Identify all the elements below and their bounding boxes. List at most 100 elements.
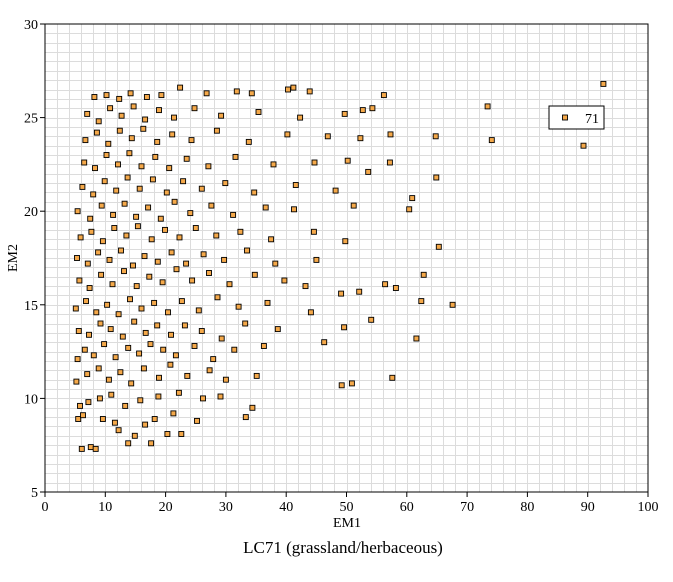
data-point — [131, 432, 138, 439]
data-point — [231, 346, 238, 353]
data-point — [103, 152, 110, 158]
data-point — [157, 215, 164, 222]
data-point — [90, 191, 97, 198]
data-point — [95, 118, 102, 125]
data-point — [205, 163, 212, 170]
data-point — [176, 234, 183, 241]
data-point — [122, 402, 129, 409]
data-point — [87, 215, 94, 222]
data-point — [82, 137, 89, 144]
data-point — [75, 416, 82, 422]
y-tick-label: 30 — [24, 18, 38, 33]
data-point — [321, 339, 328, 346]
data-point — [178, 431, 185, 437]
data-point — [213, 232, 220, 239]
data-point — [171, 198, 178, 205]
data-point — [73, 378, 80, 385]
grid — [45, 24, 648, 492]
data-point — [98, 271, 105, 278]
data-point — [324, 133, 331, 140]
data-point — [137, 397, 144, 404]
data-point — [131, 318, 138, 325]
data-point — [140, 365, 147, 372]
data-point — [264, 299, 271, 306]
data-point — [125, 344, 132, 351]
data-point — [406, 206, 413, 213]
data-point — [76, 277, 83, 284]
data-point — [484, 103, 491, 110]
data-point — [127, 296, 133, 303]
axis-ticks: 0 10 20 30 40 50 60 70 80 90 100 5 10 15 20 25 30 — [24, 18, 659, 515]
data-point — [72, 305, 79, 312]
data-point — [160, 346, 167, 353]
data-point — [262, 204, 269, 211]
x-tick-label: 40 — [279, 500, 293, 515]
data-point — [136, 350, 143, 357]
data-point — [145, 204, 152, 211]
data-point — [213, 127, 220, 134]
data-point — [109, 281, 116, 288]
data-point — [409, 195, 416, 202]
data-point — [166, 165, 173, 172]
data-point — [222, 180, 229, 187]
data-point — [167, 361, 174, 368]
data-point — [156, 374, 162, 381]
x-tick-label: 10 — [98, 500, 112, 515]
data-point — [218, 335, 225, 342]
data-point — [177, 84, 184, 91]
data-point — [121, 200, 128, 207]
data-point — [284, 131, 291, 138]
data-point — [178, 298, 185, 305]
data-point — [285, 86, 291, 93]
data-point — [149, 176, 156, 183]
data-point — [226, 281, 233, 288]
data-point — [74, 356, 81, 363]
x-tick-label: 30 — [219, 500, 233, 515]
data-point — [92, 445, 99, 452]
data-point — [123, 232, 130, 239]
data-point — [77, 402, 83, 409]
data-point — [173, 266, 180, 273]
data-point — [93, 309, 100, 316]
data-point — [86, 285, 93, 291]
legend: 71 — [548, 105, 605, 130]
x-tick-label: 50 — [340, 500, 354, 515]
data-point — [105, 376, 112, 383]
data-point — [175, 389, 182, 396]
data-point — [130, 103, 137, 110]
data-point — [191, 343, 198, 349]
data-point — [369, 105, 376, 112]
data-point — [115, 161, 121, 168]
y-axis-title: EM2 — [6, 244, 21, 272]
data-point — [117, 369, 124, 376]
x-tick-label: 90 — [581, 500, 595, 515]
data-point — [206, 367, 213, 374]
data-point — [274, 326, 281, 333]
data-point — [156, 107, 162, 114]
y-tick-label: 15 — [24, 299, 38, 314]
data-point — [168, 331, 174, 338]
data-point — [87, 444, 94, 451]
data-point — [291, 206, 297, 213]
data-point — [168, 249, 175, 256]
data-point — [128, 380, 135, 387]
data-point — [81, 346, 88, 353]
data-point — [307, 309, 314, 316]
data-point — [95, 249, 102, 256]
data-point — [418, 298, 425, 305]
data-point — [290, 84, 297, 91]
data-point — [101, 178, 108, 185]
data-point — [113, 187, 120, 194]
data-point — [413, 335, 420, 342]
data-point — [251, 271, 258, 278]
data-point — [134, 223, 141, 230]
data-point — [99, 416, 106, 422]
data-point — [75, 328, 82, 334]
data-point — [344, 157, 351, 164]
data-point — [118, 112, 125, 119]
data-point — [253, 372, 260, 379]
data-point — [432, 133, 439, 140]
data-point — [110, 211, 117, 218]
data-point — [138, 305, 145, 312]
data-point — [99, 238, 106, 245]
